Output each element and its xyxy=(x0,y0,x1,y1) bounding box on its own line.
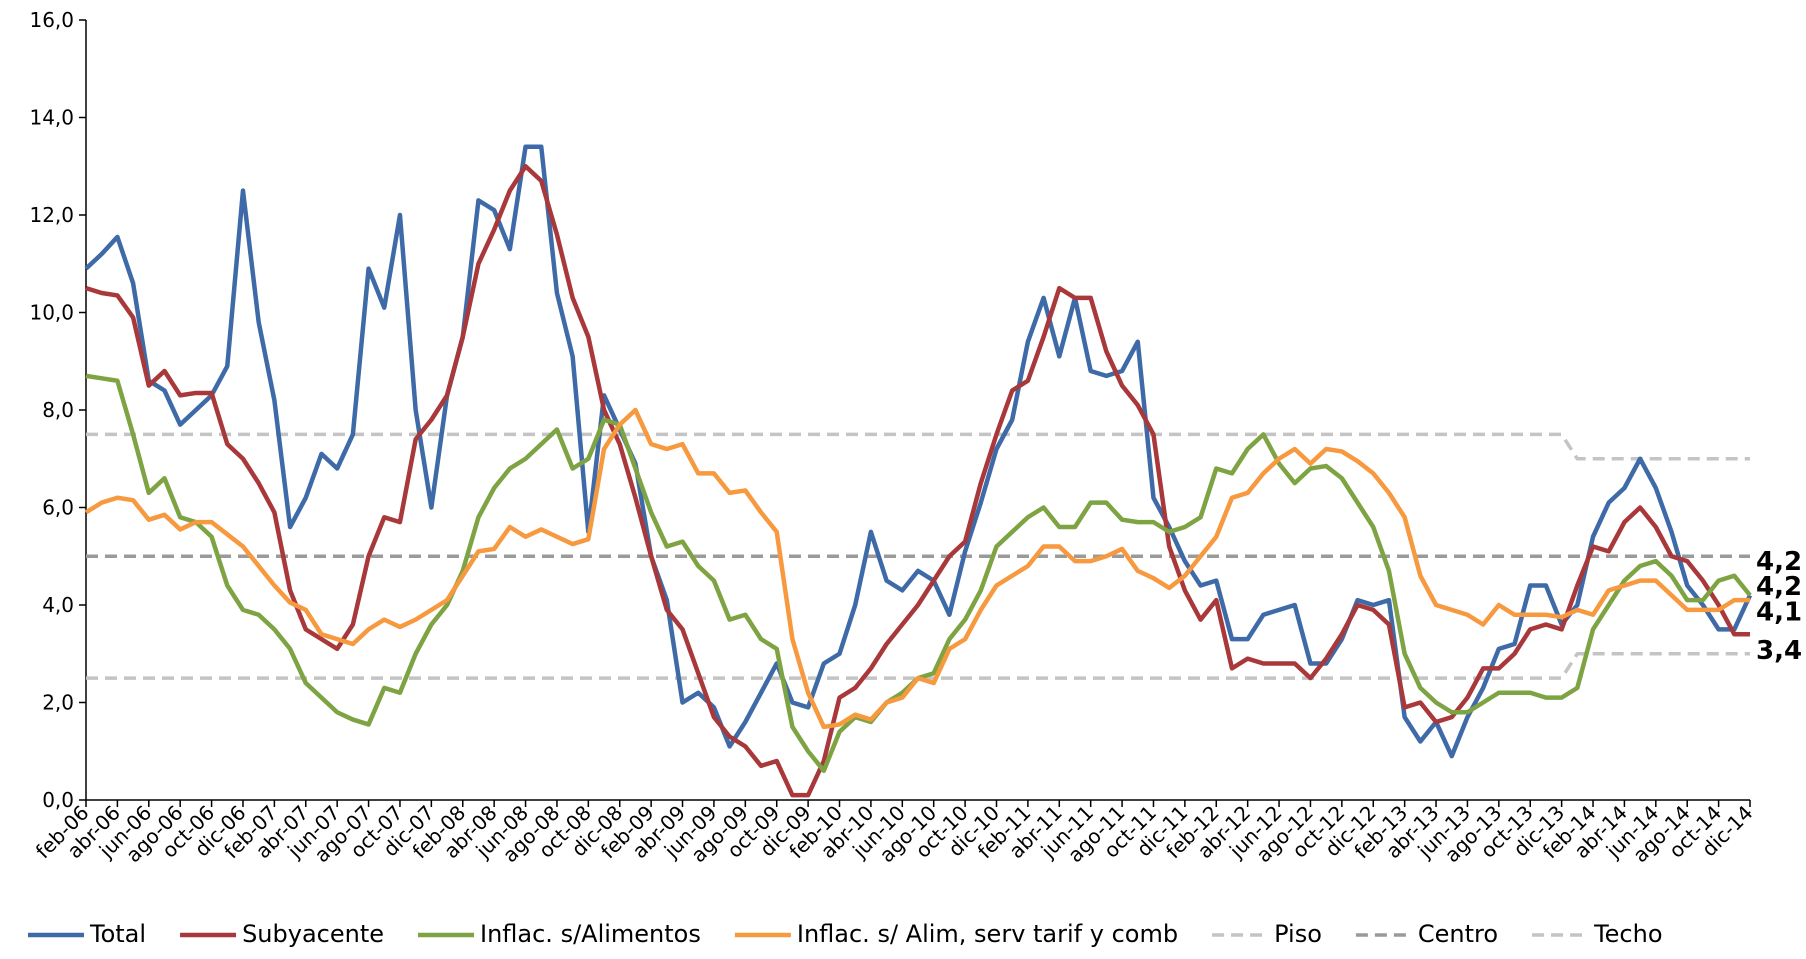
y-tick-label: 10,0 xyxy=(29,301,74,325)
value-label: 4,2 xyxy=(1756,572,1802,602)
series-line xyxy=(86,432,1750,461)
legend-item: Centro xyxy=(1355,920,1498,948)
y-tick-label: 8,0 xyxy=(42,398,74,422)
legend-item: Inflac. s/ Alim, serv tarif y comb xyxy=(734,920,1178,948)
y-tick-label: 16,0 xyxy=(29,8,74,32)
value-label: 4,2 xyxy=(1756,547,1802,577)
legend-item: Piso xyxy=(1212,920,1322,948)
y-tick-label: 4,0 xyxy=(42,593,74,617)
y-tick-label: 0,0 xyxy=(42,788,74,812)
legend-item: Techo xyxy=(1532,920,1663,948)
series-line xyxy=(86,652,1750,680)
legend-label: Centro xyxy=(1418,920,1498,948)
legend-item: Subyacente xyxy=(180,920,384,948)
value-label: 4,1 xyxy=(1756,598,1802,628)
legend-label: Inflac. s/ Alim, serv tarif y comb xyxy=(797,920,1178,948)
legend-label: Subyacente xyxy=(242,920,384,948)
y-tick-label: 12,0 xyxy=(29,203,74,227)
legend-label: Techo xyxy=(1593,920,1662,948)
legend-label: Inflac. s/Alimentos xyxy=(480,920,701,948)
value-label: 3,4 xyxy=(1756,636,1802,666)
series-line xyxy=(85,164,1750,798)
legend-item: Total xyxy=(28,920,146,948)
y-tick-label: 14,0 xyxy=(29,106,74,130)
y-tick-label: 6,0 xyxy=(42,496,74,520)
legend-item: Inflac. s/Alimentos xyxy=(418,920,701,948)
y-tick-label: 2,0 xyxy=(42,691,74,715)
legend-label: Piso xyxy=(1274,920,1322,948)
legend-label: Total xyxy=(89,920,146,948)
series-line xyxy=(84,407,1750,730)
